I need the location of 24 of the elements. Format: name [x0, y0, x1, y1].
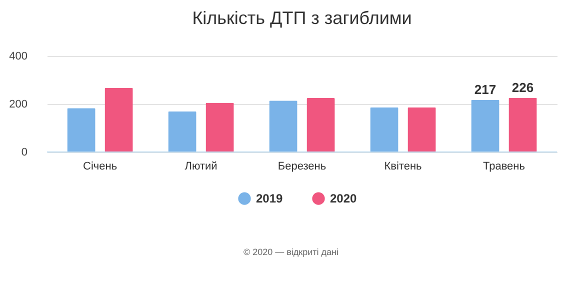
bar	[67, 108, 96, 152]
y-tick-label: 0	[21, 146, 28, 158]
bar	[269, 100, 298, 152]
bar	[408, 107, 436, 152]
chart-title: Кількість ДТП з загиблими	[192, 8, 412, 28]
bar	[104, 88, 133, 152]
bar	[168, 111, 196, 152]
bar	[206, 102, 234, 152]
x-tick-label: Лютий	[184, 160, 218, 172]
bar	[508, 98, 537, 152]
legend-label: 2019	[256, 192, 284, 206]
x-tick-label: Січень	[82, 160, 118, 172]
x-tick-label: Березень	[278, 160, 326, 172]
text: © 2020 — відкриті дані	[242, 247, 340, 257]
bar	[471, 100, 500, 152]
bar	[370, 107, 398, 152]
legend-label: 2020	[330, 192, 358, 206]
y-tick-label: 400	[9, 50, 28, 62]
bar	[306, 98, 335, 152]
x-tick-label: Квітень	[384, 160, 422, 172]
x-tick-label: Травень	[482, 160, 526, 172]
y-tick-label: 200	[9, 98, 28, 110]
data-label: 217	[474, 82, 496, 97]
data-label: 226	[512, 80, 534, 95]
